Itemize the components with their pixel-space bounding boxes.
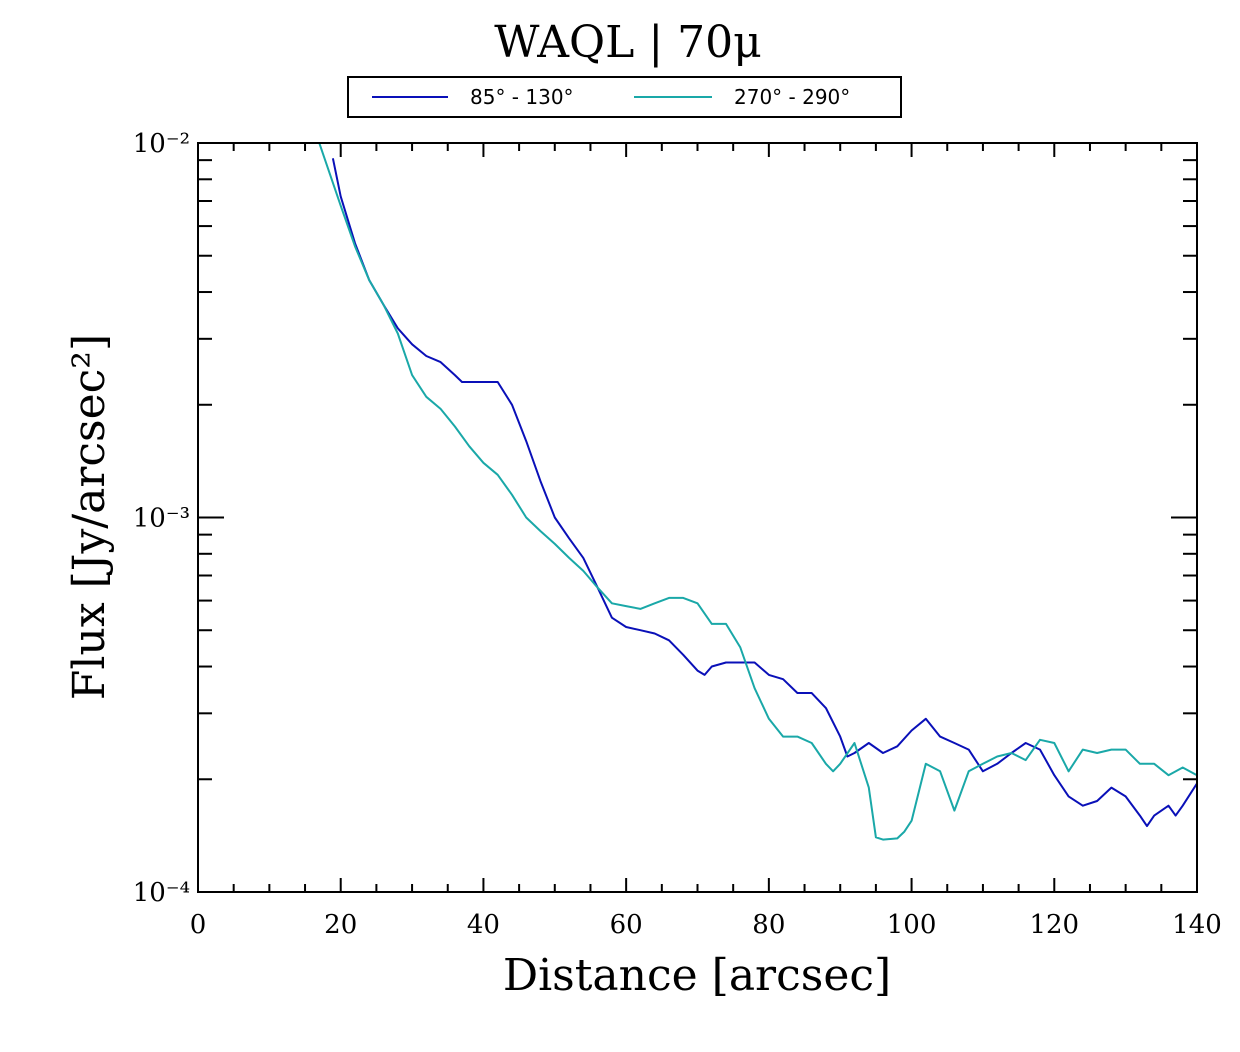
series-line-1: [331, 158, 1197, 828]
series-line-2: [318, 143, 1197, 841]
y-axis: 10⁻⁴ 10⁻³ 10⁻²: [133, 129, 1197, 908]
x-tick-label: 20: [324, 910, 357, 940]
legend: 85° - 130° 270° - 290°: [347, 76, 902, 118]
x-tick-label: 100: [887, 910, 937, 940]
legend-label-series-1: 85° - 130°: [470, 85, 574, 109]
x-tick-label: 60: [610, 910, 643, 940]
y-tick-label: 10⁻⁴: [133, 878, 190, 908]
x-axis: 0 20 40 60 80 100 120 140: [190, 143, 1222, 940]
x-tick-label: 140: [1172, 910, 1222, 940]
x-tick-label: 120: [1029, 910, 1079, 940]
x-tick-label: 0: [190, 910, 207, 940]
legend-label-series-2: 270° - 290°: [734, 85, 850, 109]
y-tick-label: 10⁻³: [133, 504, 190, 534]
x-tick-label: 40: [467, 910, 500, 940]
y-tick-label: 10⁻²: [133, 129, 190, 159]
plot-frame: [197, 142, 1198, 893]
x-tick-label: 80: [752, 910, 785, 940]
y-axis-label: Flux [Jy/arcsec²]: [64, 334, 115, 700]
plot-area: [318, 143, 1197, 841]
chart-title: WAQL | 70μ: [494, 17, 761, 68]
x-axis-label: Distance [arcsec]: [503, 950, 891, 1001]
